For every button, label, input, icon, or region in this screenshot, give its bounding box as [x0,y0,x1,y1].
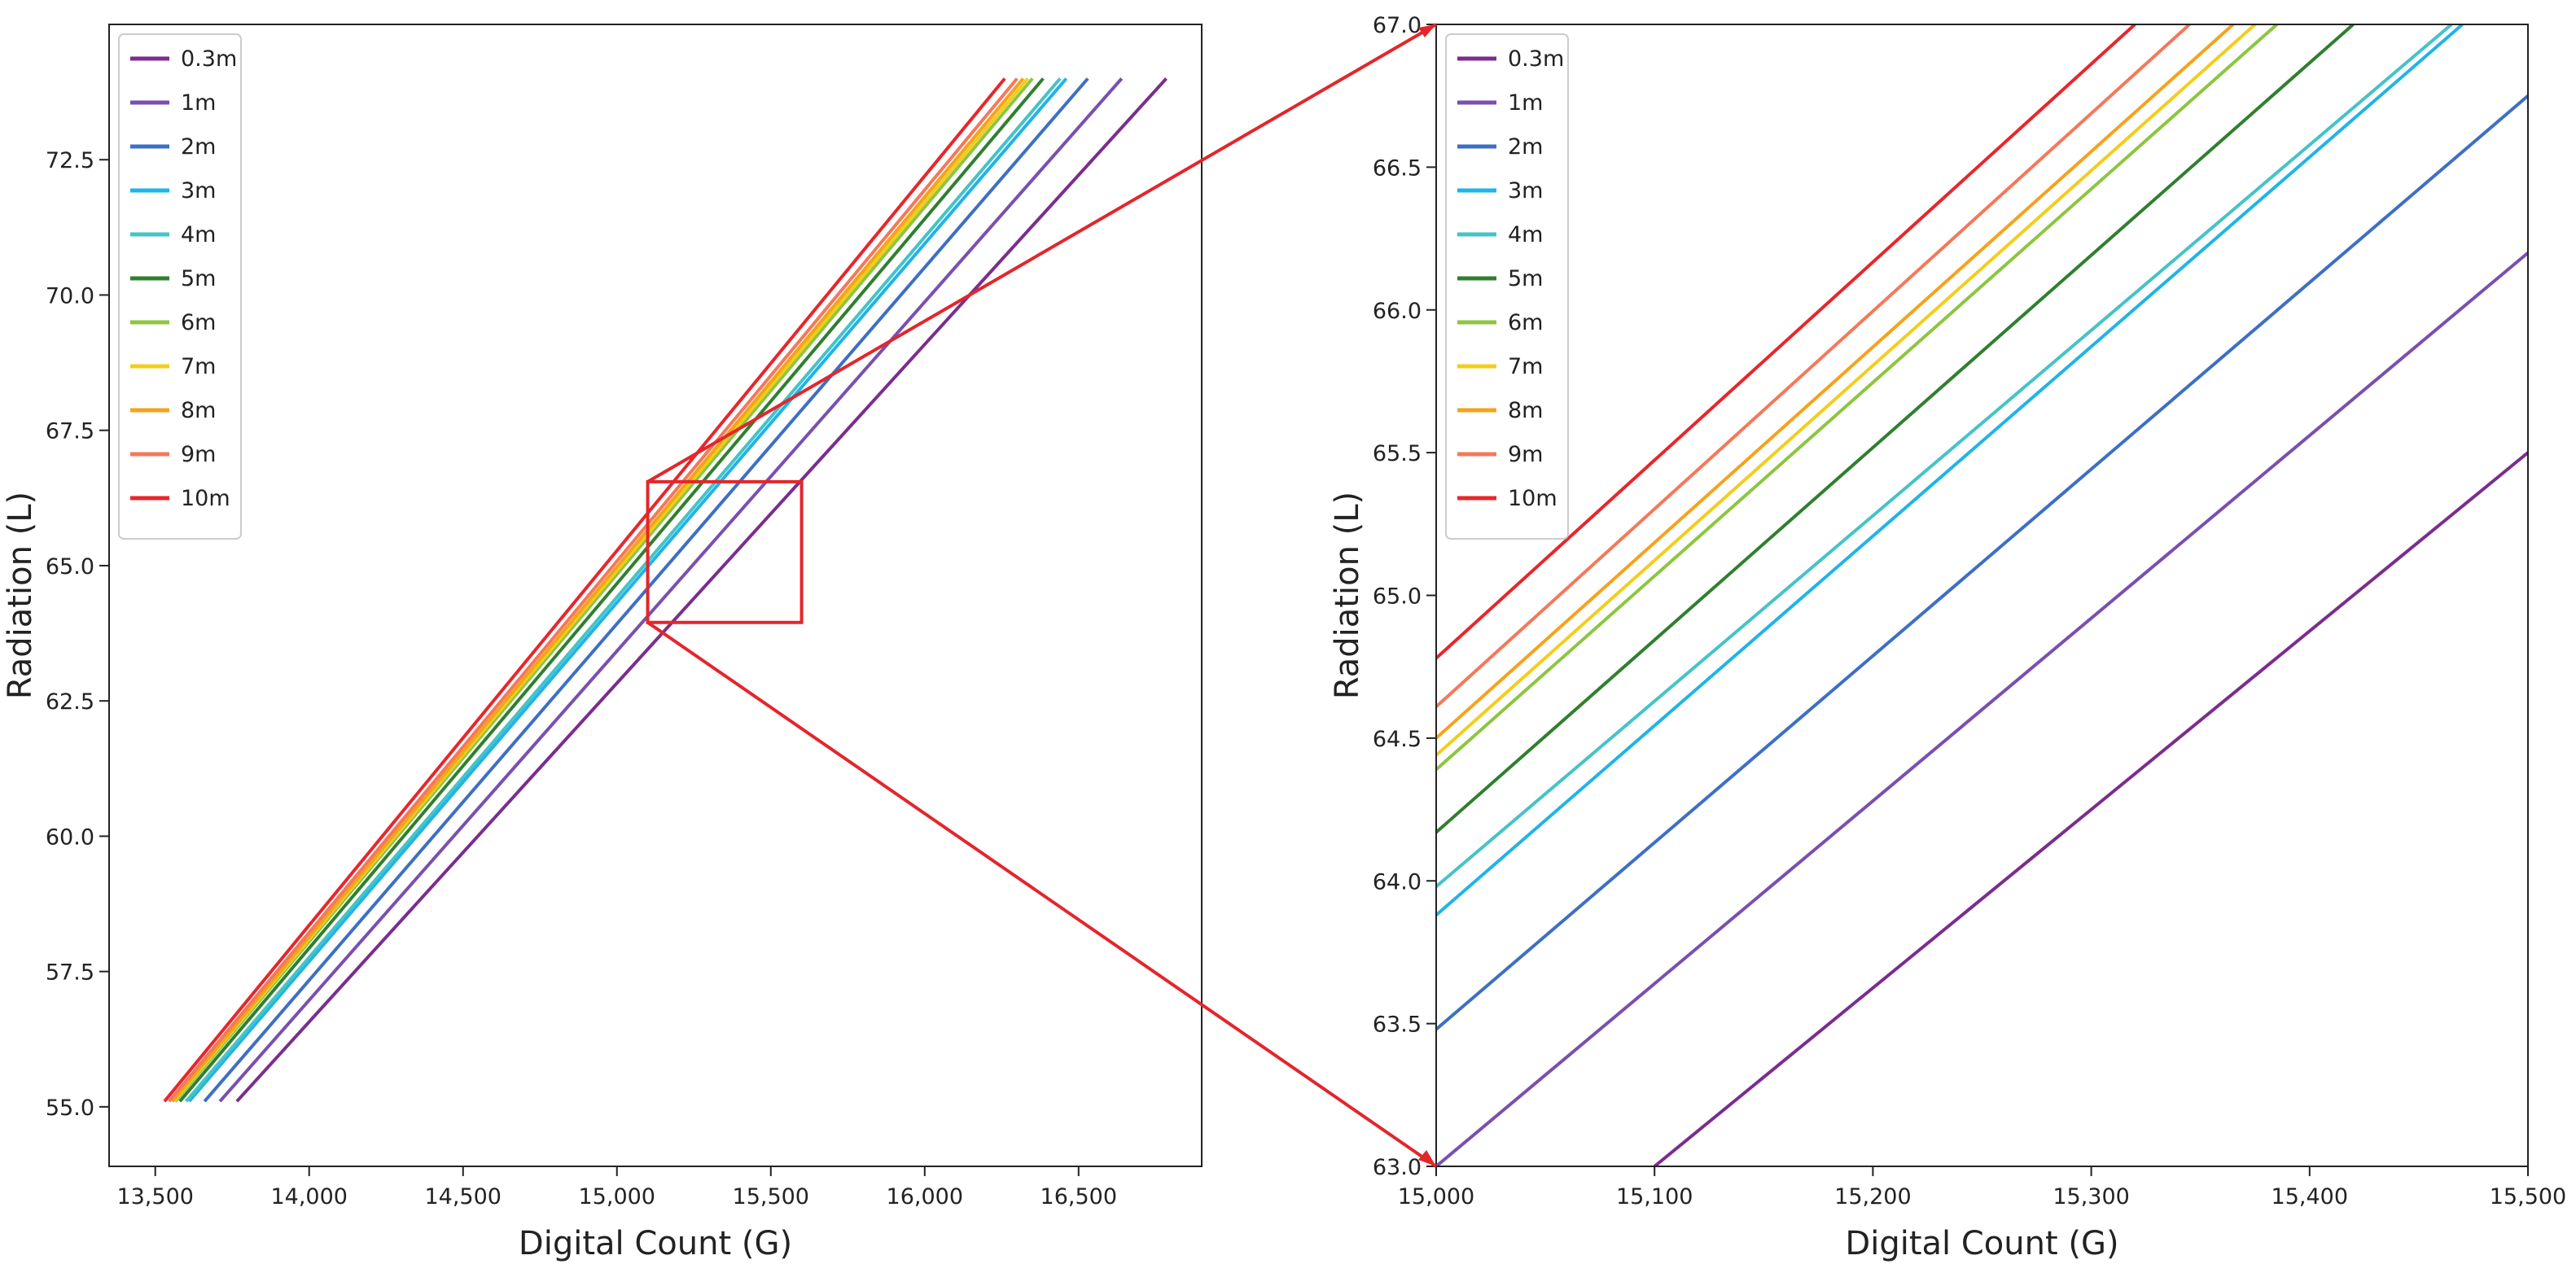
right-ylabel: Radiation (L) [1329,492,1366,699]
right-series-3m [1436,24,2464,916]
left-ytick-label: 70.0 [46,283,94,308]
left-series-0_3m [235,77,1168,1103]
left-series-8m [170,77,1025,1103]
left-ytick-label: 65.0 [46,554,94,580]
left-legend-frame [118,33,242,540]
left-legend-label: 0.3m [181,46,237,72]
right-ytick-label: 64.0 [1373,869,1422,895]
right-legend: 0.3m 1m 2m 3m 4m 5m 6m 7m 8m 9m 10m [1445,33,1569,540]
left-ytick-label: 72.5 [46,148,94,173]
right-ytick-label: 65.5 [1373,441,1422,466]
zoom-arrowhead-top [1418,24,1436,37]
left-xtick-label: 15,500 [733,1184,809,1209]
left-legend-label: 3m [181,178,216,203]
right-panel: 15,000 15,100 15,200 15,300 15,400 15,500 63.0… [1329,13,2566,1262]
left-series-5m [178,77,1045,1103]
left-series-group [163,77,1168,1103]
zoom-arrowhead-bottom [1418,1150,1436,1166]
left-legend-label: 9m [181,442,216,467]
right-series-2m [1436,94,2528,1031]
right-legend-label: 9m [1508,442,1543,467]
zoom-box [646,479,804,624]
left-xtick-label: 13,500 [116,1184,193,1209]
left-legend-label: 1m [181,90,216,116]
right-series-7m [1436,24,2257,757]
left-ytick-label: 67.5 [46,419,94,444]
right-series-group [1436,24,2528,1166]
left-legend-label: 5m [181,266,216,291]
left-xtick-label: 16,500 [1040,1184,1117,1209]
right-legend-label: 7m [1508,354,1543,379]
right-ytick-label: 65.0 [1373,584,1422,610]
right-axes-frame [1435,24,2529,1167]
right-legend-label: 3m [1508,178,1543,203]
left-series-1m [218,77,1124,1103]
left-legend-label: 8m [181,398,216,423]
left-axes-frame [108,24,1203,1167]
left-legend-label: 2m [181,134,216,160]
right-legend-label: 5m [1508,266,1543,291]
left-xtick-label: 14,000 [270,1184,347,1209]
right-series-6m [1436,24,2278,771]
left-legend-label: 6m [181,310,216,335]
right-legend-frame [1445,33,1569,540]
right-xtick-label: 15,200 [1834,1184,1911,1209]
left-xlabel: Digital Count (G) [519,1225,792,1262]
right-legend-label: 6m [1508,310,1543,335]
left-xtick-label: 14,500 [424,1184,501,1209]
right-xtick-label: 15,300 [2052,1184,2129,1209]
left-ylabel: Radiation (L) [2,492,39,699]
right-series-8m [1436,24,2235,740]
left-ytick-label: 62.5 [46,689,94,715]
left-xtick-label: 16,000 [887,1184,963,1209]
right-ytick-label: 67.0 [1373,13,1422,38]
right-ytick-label: 63.0 [1373,1155,1422,1180]
left-series-4m [184,77,1062,1103]
right-legend-label: 8m [1508,398,1543,423]
right-series-9m [1436,24,2191,708]
left-ytick-label: 57.5 [46,960,94,986]
left-series-3m [187,77,1068,1103]
left-xtick-label: 15,000 [579,1184,655,1209]
right-series-0_3m [1653,451,2528,1166]
right-ytick-label: 66.5 [1373,155,1422,181]
right-legend-label: 0.3m [1508,46,1564,72]
left-panel: 13,500 14,000 14,500 15,000 15,500 16,000 16,5… [2,24,1203,1262]
right-legend-label: 1m [1508,90,1543,116]
zoom-connector-top [646,23,1438,483]
right-xtick-label: 15,000 [1398,1184,1474,1209]
right-series-5m [1436,24,2355,834]
left-legend-label: 4m [181,222,216,247]
left-series-10m [163,77,1006,1103]
right-series-4m [1436,24,2453,888]
right-series-10m [1436,24,2136,660]
left-series-9m [168,77,1019,1103]
right-xlabel: Digital Count (G) [1845,1225,2118,1262]
right-legend-label: 10m [1508,486,1557,511]
right-xtick-label: 15,400 [2272,1184,2348,1209]
left-legend-label: 10m [181,486,230,511]
right-xtick-label: 15,100 [1616,1184,1693,1209]
left-legend: 0.3m 1m 2m 3m 4m 5m 6m 7m 8m 9m 10m [118,33,242,540]
left-ytick-label: 55.0 [46,1096,94,1121]
right-ytick-label: 66.0 [1373,299,1422,324]
right-ytick-label: 63.5 [1373,1013,1422,1038]
left-legend-label: 7m [181,354,216,379]
right-legend-label: 4m [1508,222,1543,247]
right-ytick-label: 64.5 [1373,727,1422,752]
right-series-1m [1436,252,2528,1166]
left-ytick-label: 60.0 [46,825,94,850]
zoom-connector-bottom [646,621,1438,1168]
right-legend-label: 2m [1508,134,1543,160]
right-xtick-label: 15,500 [2490,1184,2566,1209]
